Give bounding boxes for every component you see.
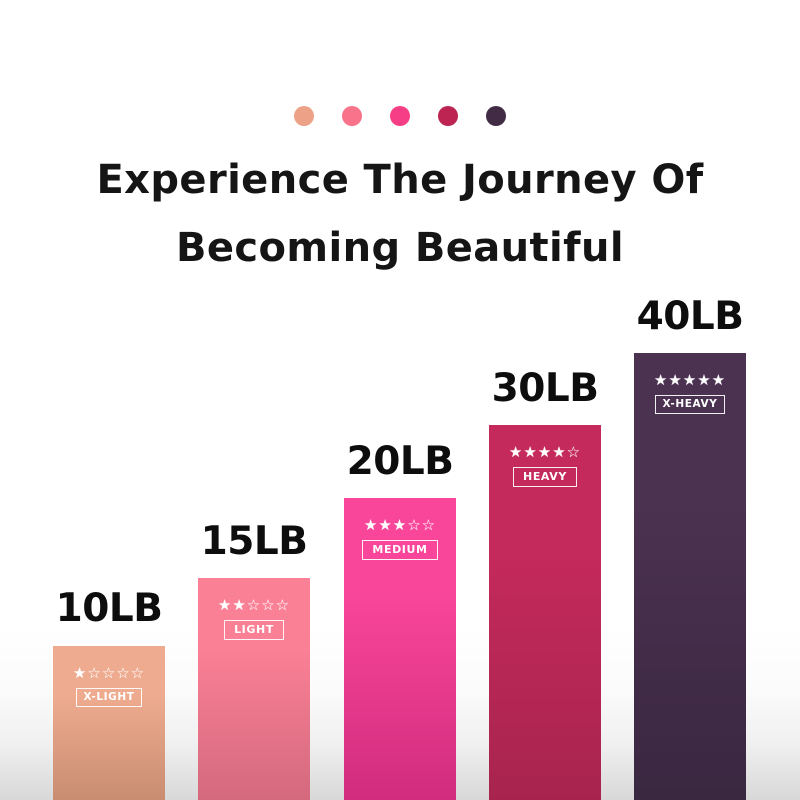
bar-x-light-star-rating-icon: ★☆☆☆☆ xyxy=(72,664,146,682)
bar-light-star-rating-icon: ★★☆☆☆ xyxy=(217,596,291,614)
bar-x-heavy[interactable]: 40LB ★★★★★ X-HEAVY xyxy=(634,297,746,800)
bar-x-light-rect[interactable]: ★☆☆☆☆ X-LIGHT xyxy=(53,646,165,800)
bar-medium-badge: MEDIUM xyxy=(362,540,438,560)
bar-medium-info: ★★★☆☆ MEDIUM xyxy=(344,518,456,560)
bar-heavy-badge: HEAVY xyxy=(513,467,577,487)
bar-medium[interactable]: 20LB ★★★☆☆ MEDIUM xyxy=(344,442,456,800)
bar-heavy[interactable]: 30LB ★★★★☆ HEAVY xyxy=(489,369,601,800)
bar-light-rect[interactable]: ★★☆☆☆ LIGHT xyxy=(198,578,310,800)
bar-x-light[interactable]: 10LB ★☆☆☆☆ X-LIGHT xyxy=(53,589,165,800)
page-title: Experience The Journey Of Becoming Beaut… xyxy=(0,146,800,282)
bar-x-heavy-rect[interactable]: ★★★★★ X-HEAVY xyxy=(634,353,746,800)
headline-line-1: Experience The Journey Of xyxy=(96,157,704,203)
bar-x-heavy-star-rating-icon: ★★★★★ xyxy=(653,371,727,389)
bar-light[interactable]: 15LB ★★☆☆☆ LIGHT xyxy=(198,522,310,800)
bar-x-light-info: ★☆☆☆☆ X-LIGHT xyxy=(53,664,165,708)
dot-light xyxy=(342,106,362,126)
bar-heavy-value-label: 30LB xyxy=(491,366,599,411)
headline-line-2: Becoming Beautiful xyxy=(176,225,624,271)
bar-light-info: ★★☆☆☆ LIGHT xyxy=(198,598,310,640)
dot-medium xyxy=(390,106,410,126)
bar-medium-star-rating-icon: ★★★☆☆ xyxy=(363,516,437,534)
bar-medium-value-label: 20LB xyxy=(346,439,454,484)
bar-medium-rect[interactable]: ★★★☆☆ MEDIUM xyxy=(344,498,456,800)
bar-light-value-label: 15LB xyxy=(200,519,308,564)
bar-heavy-star-rating-icon: ★★★★☆ xyxy=(508,443,582,461)
bar-x-heavy-info: ★★★★★ X-HEAVY xyxy=(634,371,746,415)
bar-x-light-value-label: 10LB xyxy=(55,586,163,631)
bar-x-light-badge: X-LIGHT xyxy=(75,688,143,708)
bar-light-badge: LIGHT xyxy=(224,620,284,640)
bar-heavy-rect[interactable]: ★★★★☆ HEAVY xyxy=(489,425,601,800)
color-swatch-row xyxy=(0,106,800,126)
bar-x-heavy-badge: X-HEAVY xyxy=(654,395,726,415)
dot-x-light xyxy=(294,106,314,126)
bar-heavy-info: ★★★★☆ HEAVY xyxy=(489,445,601,487)
dot-heavy xyxy=(438,106,458,126)
dot-x-heavy xyxy=(486,106,506,126)
bar-x-heavy-value-label: 40LB xyxy=(636,294,744,339)
